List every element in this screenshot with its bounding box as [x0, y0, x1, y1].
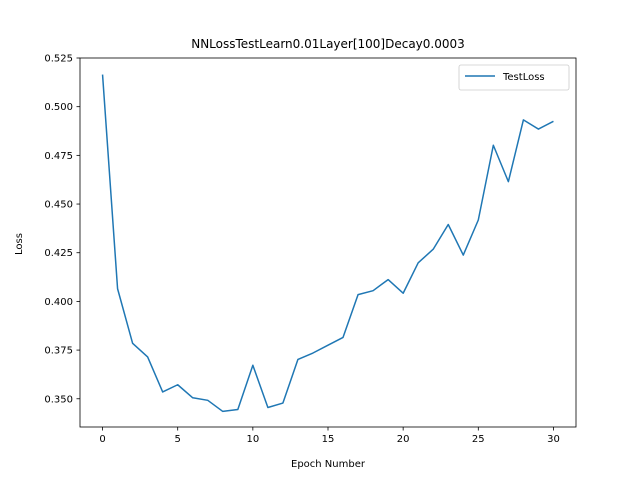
x-tick-label: 20: [397, 434, 410, 445]
y-tick-label: 0.525: [44, 54, 73, 65]
y-tick-label: 0.500: [44, 102, 73, 113]
x-axis-label: Epoch Number: [291, 459, 366, 470]
series-line: [101, 74, 554, 413]
y-tick-label: 0.450: [44, 200, 73, 211]
x-tick-label: 10: [246, 434, 259, 445]
y-tick-label: 0.350: [44, 394, 73, 405]
y-tick-label: 0.475: [44, 151, 73, 162]
legend: TestLoss: [458, 64, 570, 91]
legend-box: [458, 64, 570, 91]
y-tick-label: 0.400: [44, 297, 73, 308]
series-layer: [101, 74, 554, 413]
x-axis: 0 5 10 15 20 25 30: [99, 427, 560, 445]
x-tick-label: 5: [175, 434, 181, 445]
chart-title: NNLossTestLearn0.01Layer[100]Decay0.0003: [191, 37, 465, 51]
y-tick-label: 0.425: [44, 248, 73, 259]
y-axis-label: Loss: [14, 233, 25, 255]
x-tick-label: 15: [322, 434, 335, 445]
y-axis: 0.350 0.375 0.400 0.425 0.450 0.475 0.500 0.525: [44, 54, 80, 405]
legend-label: TestLoss: [502, 72, 545, 83]
y-tick-label: 0.375: [44, 346, 73, 357]
x-tick-label: 0: [99, 434, 105, 445]
x-tick-label: 25: [472, 434, 485, 445]
x-tick-label: 30: [547, 434, 560, 445]
